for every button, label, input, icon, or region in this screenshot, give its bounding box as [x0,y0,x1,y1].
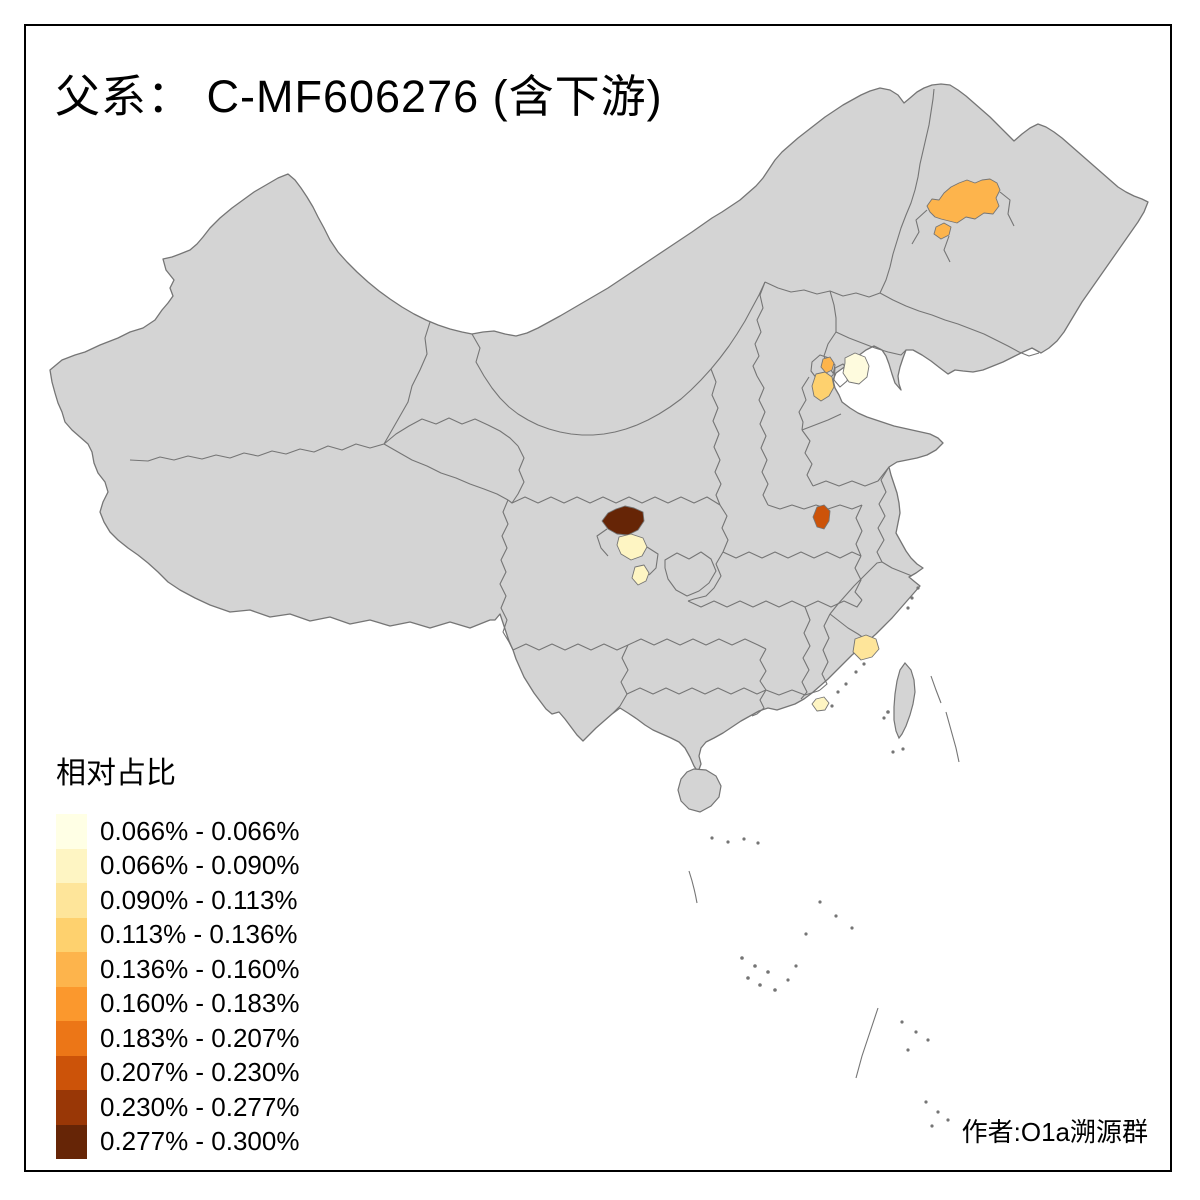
legend-color-swatch [56,1055,87,1090]
legend-item-label: 0.207% - 0.230% [100,1057,300,1088]
legend-item-label: 0.160% - 0.183% [100,988,300,1019]
legend-item-label: 0.113% - 0.136% [100,919,298,950]
legend-color-swatch [56,814,87,849]
page-title: 父系： C-MF606276 (含下游) [55,71,663,122]
map-region-fujian-coastal [852,634,880,661]
map-region-sichuan-north [601,505,645,536]
legend-item-label: 0.066% - 0.066% [100,815,300,846]
legend-item-label: 0.066% - 0.090% [100,850,300,881]
legend-color-swatch [56,1124,87,1159]
legend-item-label: 0.136% - 0.160% [100,953,300,984]
legend-color-swatch [56,952,87,987]
legend-color-swatch [56,883,87,918]
legend-color-swatch [56,917,87,952]
legend: 相对占比 0.066% - 0.066% 0.066% - 0.090% 0.090… [56,748,299,1159]
legend-items: 0.066% - 0.066% 0.066% - 0.090% 0.090% - 0… [56,814,299,1159]
legend-item: 0.113% - 0.136% [56,917,299,952]
taiwan-island [893,662,916,740]
map-region-qiqihar-fragment [933,222,952,240]
map-region-beijing [820,356,835,374]
legend-item: 0.066% - 0.066% [56,814,299,849]
legend-item: 0.277% - 0.300% [56,1124,300,1159]
legend-color-swatch [56,848,87,883]
map-region-hebei-central [811,371,835,402]
hainan-island [677,768,722,813]
legend-item-label: 0.183% - 0.207% [100,1022,300,1053]
legend-color-swatch [56,1090,87,1125]
legend-item: 0.090% - 0.113% [56,883,299,918]
highlighted-regions [601,178,1001,712]
map-region-sichuan-south [631,564,650,586]
mainland-china [49,83,1149,813]
map-region-guangdong-east [811,696,830,712]
legend-item: 0.207% - 0.230% [56,1055,300,1090]
legend-item-label: 0.230% - 0.277% [100,1091,300,1122]
legend-item-label: 0.090% - 0.113% [100,884,298,915]
map-region-chengdu [616,533,648,561]
mainland-outline [49,83,1149,773]
legend-color-swatch [56,986,87,1021]
legend-item-label: 0.277% - 0.300% [100,1126,300,1157]
map-region-hebei-east [842,352,870,385]
map-region-qiqihar [926,178,1001,224]
legend-item: 0.160% - 0.183% [56,986,300,1021]
legend-item: 0.066% - 0.090% [56,848,300,883]
province-borders [129,88,1040,717]
legend-color-swatch [56,1021,87,1056]
legend-title: 相对占比 [56,757,176,790]
island-dots [710,586,950,1128]
sea-islands [688,586,960,1128]
map-region-henan-central [812,504,831,530]
credit-text: 作者:O1a溯源群 [961,1117,1148,1147]
legend-item: 0.183% - 0.207% [56,1021,299,1056]
legend-item: 0.230% - 0.277% [56,1090,299,1125]
legend-item: 0.136% - 0.160% [56,952,299,987]
